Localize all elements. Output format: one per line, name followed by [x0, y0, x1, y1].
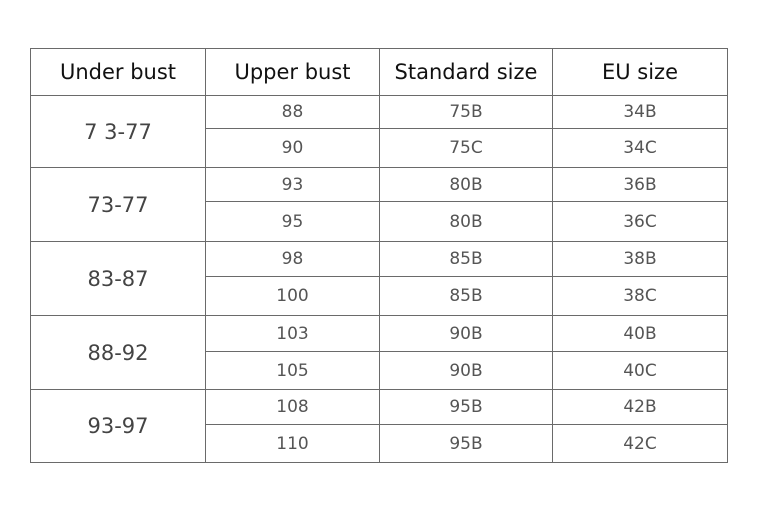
table-row: 100 85B 38C — [31, 276, 728, 316]
under-bust-cell: 93-97 — [30, 389, 206, 463]
table-row: 95 80B 36C — [31, 201, 728, 242]
eu-size-cell: 42B — [552, 389, 728, 425]
standard-size-cell: 90B — [379, 351, 553, 390]
header-upper-bust: Upper bust — [205, 48, 380, 96]
upper-bust-cell: 90 — [205, 128, 380, 168]
standard-size-cell: 80B — [379, 201, 553, 242]
table-row: 7 3-77 88 75B 34B — [30, 95, 728, 168]
eu-size-cell: 40B — [552, 315, 728, 352]
header-eu-size: EU size — [552, 48, 728, 96]
table-row: 93-97 108 95B 42B — [30, 389, 728, 463]
eu-size-cell: 38C — [552, 276, 728, 316]
standard-size-cell: 85B — [379, 276, 553, 316]
upper-bust-cell: 108 — [205, 389, 380, 425]
upper-bust-cell: 93 — [205, 167, 380, 202]
standard-size-cell: 85B — [379, 241, 553, 277]
standard-size-cell: 75C — [379, 128, 553, 168]
eu-size-cell: 38B — [552, 241, 728, 277]
eu-size-cell: 36B — [552, 167, 728, 202]
upper-bust-cell: 98 — [205, 241, 380, 277]
upper-bust-cell: 100 — [205, 276, 380, 316]
upper-bust-cell: 103 — [205, 315, 380, 352]
upper-bust-cell: 95 — [205, 201, 380, 242]
header-under-bust: Under bust — [30, 48, 206, 96]
under-bust-cell: 73-77 — [30, 167, 206, 242]
table-row: 110 95B 42C — [31, 424, 728, 463]
under-bust-cell: 7 3-77 — [30, 95, 206, 168]
under-bust-cell: 83-87 — [30, 241, 206, 316]
table-row: 88-92 103 90B 40B — [30, 315, 728, 390]
table-row: 73-77 93 80B 36B — [30, 167, 728, 242]
table-row: 105 90B 40C — [31, 351, 728, 390]
standard-size-cell: 80B — [379, 167, 553, 202]
eu-size-cell: 42C — [552, 424, 728, 463]
eu-size-cell: 36C — [552, 201, 728, 242]
header-row: Under bust Upper bust Standard size EU s… — [30, 48, 728, 96]
upper-bust-cell: 88 — [205, 95, 380, 129]
standard-size-cell: 90B — [379, 315, 553, 352]
standard-size-cell: 95B — [379, 389, 553, 425]
table-row: 83-87 98 85B 38B — [30, 241, 728, 316]
table-row: 90 75C 34C — [31, 128, 728, 168]
standard-size-cell: 75B — [379, 95, 553, 129]
eu-size-cell: 34C — [552, 128, 728, 168]
under-bust-cell: 88-92 — [30, 315, 206, 390]
standard-size-cell: 95B — [379, 424, 553, 463]
upper-bust-cell: 105 — [205, 351, 380, 390]
upper-bust-cell: 110 — [205, 424, 380, 463]
eu-size-cell: 34B — [552, 95, 728, 129]
header-standard-size: Standard size — [379, 48, 553, 96]
size-chart-table: Under bust Upper bust Standard size EU s… — [30, 48, 728, 463]
eu-size-cell: 40C — [552, 351, 728, 390]
